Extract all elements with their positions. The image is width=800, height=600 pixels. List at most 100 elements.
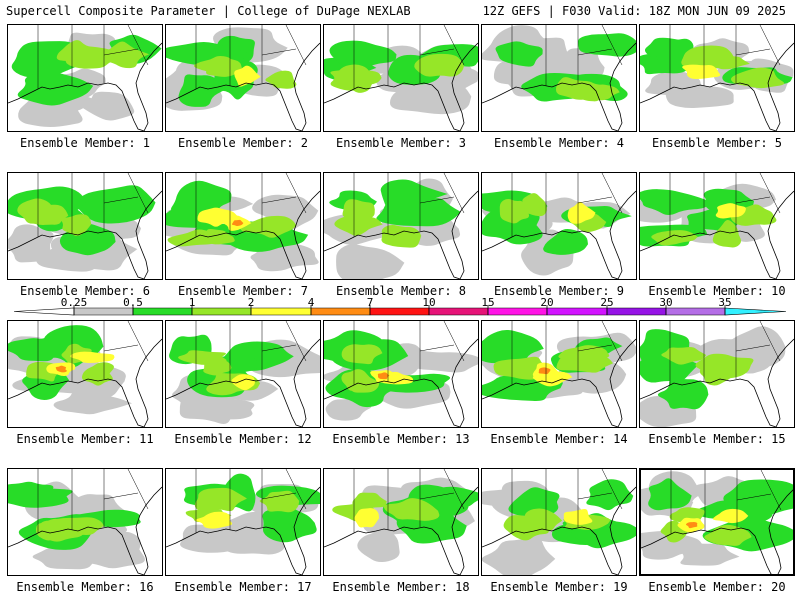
scp-contour-1 [330,69,382,91]
scp-contour-1 [341,344,383,365]
ensemble-member-label: Ensemble Member: 7 [177,284,309,298]
scp-contour-1 [556,351,613,373]
scp-contour-1 [681,45,736,70]
product-title: Supercell Composite Parameter | College … [6,4,411,18]
scale-arrow-low [13,307,75,316]
scp-contour-4 [538,367,551,375]
scale-label: 30 [659,296,673,309]
ensemble-map-panel[interactable] [481,24,637,132]
scale-label: 0.25 [60,296,88,309]
scp-contour-0.25 [641,531,707,560]
ensemble-map-panel[interactable] [639,320,795,428]
scp-map [640,25,794,131]
ensemble-map-panel[interactable] [323,468,479,576]
scp-contour-0.5 [586,479,634,511]
ensemble-map-panel[interactable] [165,468,321,576]
coastline [482,42,636,131]
scp-map [324,321,478,427]
state-borders [195,173,307,237]
ensemble-map-panel[interactable] [639,468,795,576]
ensemble-map-panel[interactable] [7,24,163,132]
scp-contour-0.5 [178,74,223,107]
scp-contour-0.5 [8,486,73,508]
scp-map [166,25,320,131]
scp-contour-1 [334,212,383,236]
scp-contour-2 [567,201,596,224]
state-borders [669,25,781,89]
scp-contour-1 [712,219,742,248]
ensemble-map-panel[interactable] [165,320,321,428]
scp-map [166,173,320,279]
ensemble-map-panel[interactable] [323,172,479,280]
state-borders [353,25,465,89]
ensemble-map-panel[interactable] [165,24,321,132]
scp-contour-2 [712,508,749,524]
scp-contour-1 [352,492,387,509]
ensemble-map-panel[interactable] [639,24,795,132]
ensemble-member-label: Ensemble Member: 5 [651,136,783,150]
scp-map [166,321,320,427]
scp-contour-2 [195,511,233,529]
coastline [482,486,636,575]
scp-contour-0.5 [495,41,543,67]
ensemble-map-panel[interactable] [165,172,321,280]
scale-swatch-4 [310,307,371,316]
state-borders [511,321,623,385]
scp-map [482,469,636,575]
ensemble-member-label: Ensemble Member: 19 [490,580,628,594]
scp-contour-0.5 [657,378,709,410]
ensemble-map-panel[interactable] [639,172,795,280]
scale-arrow-high [724,307,787,316]
state-borders [37,321,149,385]
ensemble-member-label: Ensemble Member: 15 [648,432,786,446]
scp-contour-4 [685,522,698,529]
ensemble-member-label: Ensemble Member: 9 [493,284,625,298]
ensemble-map-panel[interactable] [481,468,637,576]
ensemble-member-label: Ensemble Member: 11 [16,432,154,446]
ensemble-member-label: Ensemble Member: 4 [493,136,625,150]
scale-label: 15 [481,296,495,309]
scp-contour-4 [231,219,244,227]
coastline [166,190,320,279]
coastline [482,190,636,279]
scp-contour-0.5 [543,228,588,255]
scp-map [482,321,636,427]
scp-contour-0.25 [8,224,54,263]
scp-contour-1 [205,57,242,77]
scale-swatch-7 [369,307,430,316]
ensemble-map-panel[interactable] [481,320,637,428]
scp-contour-1 [499,198,530,224]
scp-contour-4 [55,365,67,373]
ensemble-map-panel[interactable] [323,320,479,428]
scp-map [166,469,320,575]
state-borders [37,173,149,237]
scp-contour-0.5 [648,478,692,511]
scale-label: 35 [718,296,732,309]
scale-swatch-30 [665,307,726,316]
ensemble-member-label: Ensemble Member: 12 [174,432,312,446]
ensemble-map-panel[interactable] [7,320,163,428]
scale-label: 1 [188,296,196,309]
scale-swatch-0.5 [132,307,193,316]
ensemble-map-panel[interactable] [7,172,163,280]
valid-time: 12Z GEFS | F030 Valid: 18Z MON JUN 09 20… [482,4,786,18]
ensemble-map-panel[interactable] [7,468,163,576]
scale-label: 25 [600,296,614,309]
state-borders [511,469,623,533]
scp-contour-1 [178,350,227,365]
scp-contour-0.25 [482,536,556,575]
scp-map [482,25,636,131]
scp-contour-1 [61,214,92,237]
coastline [324,42,478,131]
state-borders [511,25,623,89]
scp-contour-1 [699,361,736,386]
coastline [166,338,320,427]
scale-label: 7 [366,296,374,309]
state-borders [195,321,307,385]
color-scale-bar [13,305,787,316]
scp-contour-1 [503,515,549,541]
state-borders [37,469,149,533]
ensemble-map-panel[interactable] [481,172,637,280]
ensemble-map-panel[interactable] [323,24,479,132]
scp-contour-1 [414,53,464,77]
